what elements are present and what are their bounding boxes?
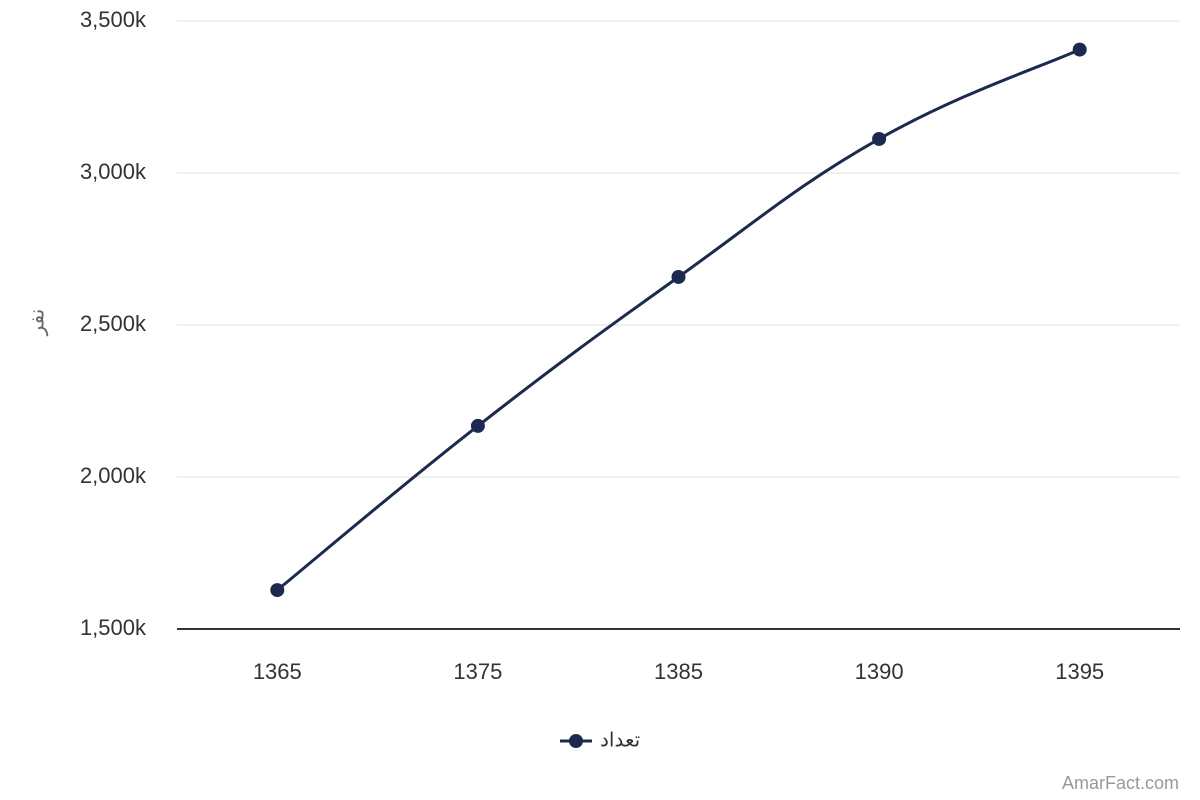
x-tick-label: 1390: [855, 659, 904, 684]
legend-label[interactable]: تعداد: [600, 729, 640, 751]
y-tick-label: 3,500k: [80, 7, 147, 32]
point: [470, 418, 485, 433]
y-tick-label: 2,000k: [80, 463, 147, 488]
x-tick-label: 1375: [453, 659, 502, 684]
credit[interactable]: AmarFact.com: [1062, 773, 1179, 793]
point: [1072, 42, 1087, 57]
x-tick-label: 1365: [253, 659, 302, 684]
point: [270, 583, 285, 598]
y-axis-label: نفر: [26, 309, 48, 337]
series-line: [276, 48, 1081, 592]
y-tick-label: 1,500k: [80, 615, 147, 640]
legend-marker: [569, 734, 583, 748]
y-tick-label: 3,000k: [80, 159, 147, 184]
x-tick-label: 1385: [654, 659, 703, 684]
point: [671, 269, 686, 284]
point: [872, 131, 887, 146]
x-tick-label: 1395: [1055, 659, 1104, 684]
y-tick-label: 2,500k: [80, 311, 147, 336]
